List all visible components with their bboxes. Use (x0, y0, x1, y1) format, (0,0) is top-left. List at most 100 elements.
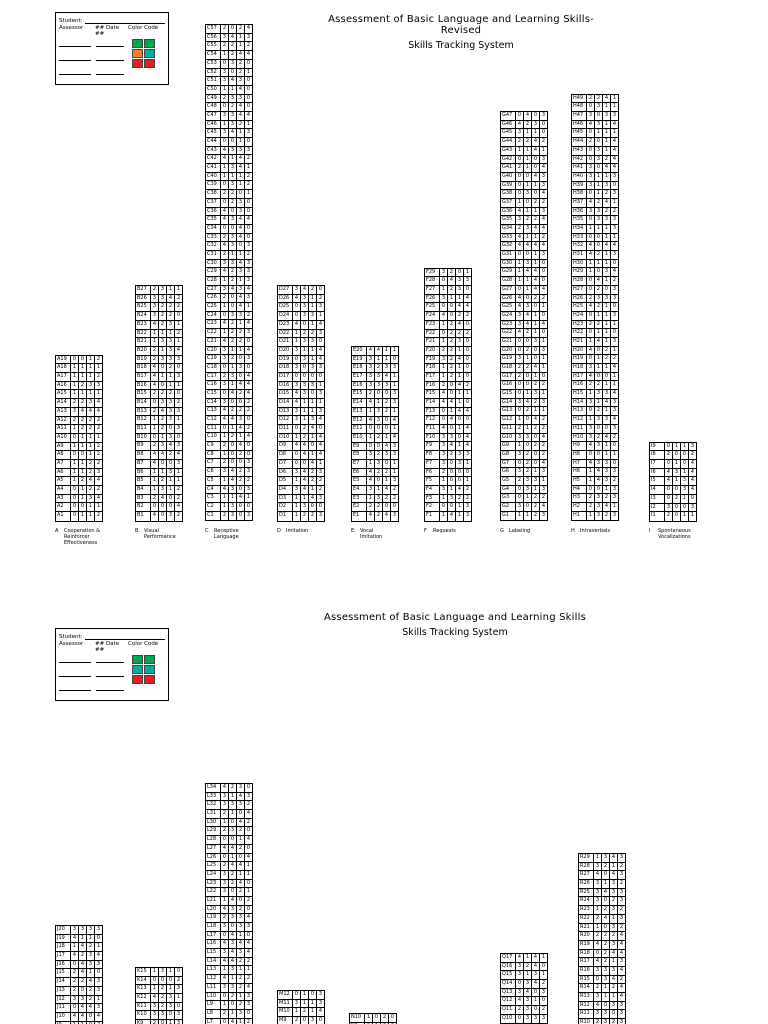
cell-id: L23 (206, 879, 221, 888)
cell-score: 4 (587, 303, 595, 311)
category-label-E: E Vocal Imitation (351, 528, 429, 540)
skill-cell-C5: C5 1 4 2 2 (206, 476, 252, 486)
cell-score: 4 (516, 997, 524, 1006)
cell-id: C45 (206, 129, 221, 138)
cell-score: 3 (456, 286, 464, 294)
cell-score: 1 (587, 337, 595, 346)
color-swatch (144, 49, 155, 58)
cell-score: 2 (237, 957, 245, 966)
cell-score: 3 (293, 407, 301, 416)
cell-score: 2 (602, 949, 610, 958)
cell-id: A9 (56, 442, 71, 451)
cell-score: 3 (159, 399, 167, 407)
cell-score: 1 (229, 155, 237, 164)
cell-score: 4 (176, 503, 181, 510)
cell-score: 0 (448, 381, 456, 390)
cell-score: 4 (79, 960, 87, 969)
cell-score: 3 (367, 486, 375, 494)
cell-score: 3 (237, 207, 245, 216)
cell-score: 4 (448, 511, 456, 521)
color-swatch (144, 59, 155, 68)
cell-score: 4 (293, 399, 301, 407)
category-label-A: A Cooperation & Reinforcer Effectiveness (55, 528, 133, 546)
cell-score: 4 (595, 468, 603, 476)
cell-score: 1 (595, 225, 603, 233)
cell-id: G46 (501, 120, 516, 129)
skill-cell-F20: F20 2 2 1 0 (425, 346, 471, 356)
cell-id: R21 (579, 923, 594, 932)
cell-score: 3 (587, 207, 595, 216)
cell-score: 2 (229, 190, 237, 198)
cell-id: H4 (572, 485, 587, 494)
cell-score: 0 (612, 181, 617, 188)
cell-score: 3 (221, 879, 229, 888)
cell-score: 4 (612, 120, 617, 127)
skill-cell-L28: L28 0 0 1 4 (206, 836, 252, 845)
cell-score: 3 (87, 381, 95, 390)
cell-score: 0 (541, 311, 546, 318)
cell-score: 1 (79, 494, 87, 503)
cell-score: 1 (595, 364, 603, 372)
skill-cell-H12: H12 1 3 3 4 (572, 416, 618, 425)
cell-score: 0 (587, 146, 595, 155)
skill-cell-H31: H31 4 2 1 3 (572, 251, 618, 260)
cell-score: 3 (610, 1001, 618, 1010)
cell-score: 0 (516, 407, 524, 416)
cell-score: 3 (541, 155, 546, 162)
cell-score: 4 (237, 424, 245, 433)
cell-score: 2 (610, 1019, 618, 1024)
cell-score: 2 (237, 888, 245, 896)
skill-cell-A12: A12 2 2 2 2 (56, 416, 102, 426)
cell-score: 2 (532, 381, 540, 390)
cell-id: H39 (572, 181, 587, 190)
cell-score: 2 (532, 503, 540, 511)
cell-id: G14 (501, 398, 516, 407)
cell-score: 3 (603, 294, 611, 303)
cell-score: 3 (237, 801, 245, 810)
cell-score: 1 (151, 485, 159, 494)
cell-id: B5 (136, 477, 151, 485)
skill-cell-C22: C22 1 2 2 3 (206, 329, 252, 338)
cell-score: 3 (229, 827, 237, 836)
cell-score: 4 (318, 320, 323, 327)
cell-score: 3 (221, 870, 229, 879)
skill-cell-M9: M9 2 0 3 0 (278, 1017, 324, 1024)
skill-cell-G37: G37 1 0 2 2 (501, 198, 547, 208)
cell-score: 1 (603, 337, 611, 346)
cell-score: 3 (602, 854, 610, 862)
cell-score: 4 (532, 954, 540, 962)
cell-score: 4 (603, 94, 611, 103)
cell-id: H31 (572, 251, 587, 259)
cell-score: 1 (71, 943, 79, 952)
cell-score: 0 (159, 503, 167, 511)
cell-id: G41 (501, 164, 516, 172)
cell-score: 1 (465, 390, 470, 397)
cell-id: B7 (136, 459, 151, 468)
cell-score: 2 (465, 494, 470, 501)
cell-score: 0 (318, 503, 323, 510)
cell-score: 4 (516, 207, 524, 216)
color-swatch (144, 39, 155, 48)
cell-score: 0 (383, 459, 391, 468)
cell-id: G21 (501, 337, 516, 346)
cell-score: 2 (587, 503, 595, 511)
cell-id: E15 (352, 390, 367, 399)
student-label: Student: (59, 18, 83, 24)
cell-score: 1 (587, 511, 595, 521)
cell-id: F23 (425, 320, 440, 329)
cell-id: M12 (278, 991, 293, 999)
skill-cell-G29: G29 1 4 4 0 (501, 268, 547, 278)
cell-score: 4 (229, 33, 237, 42)
skill-cell-C4: C4 4 3 0 3 (206, 485, 252, 495)
cell-score: 1 (465, 477, 470, 484)
cell-score: 4 (367, 512, 375, 521)
cell-id: C12 (206, 416, 221, 424)
cell-score: 1 (440, 320, 448, 329)
cell-id: G28 (501, 277, 516, 285)
skill-cell-G18: G18 2 2 4 1 (501, 364, 547, 373)
cell-score: 4 (237, 862, 245, 870)
cell-score: 0 (176, 433, 181, 440)
cell-id: H27 (572, 285, 587, 294)
date-field-line (96, 52, 124, 61)
skill-cell-F9: F9 3 4 1 4 (425, 442, 471, 452)
